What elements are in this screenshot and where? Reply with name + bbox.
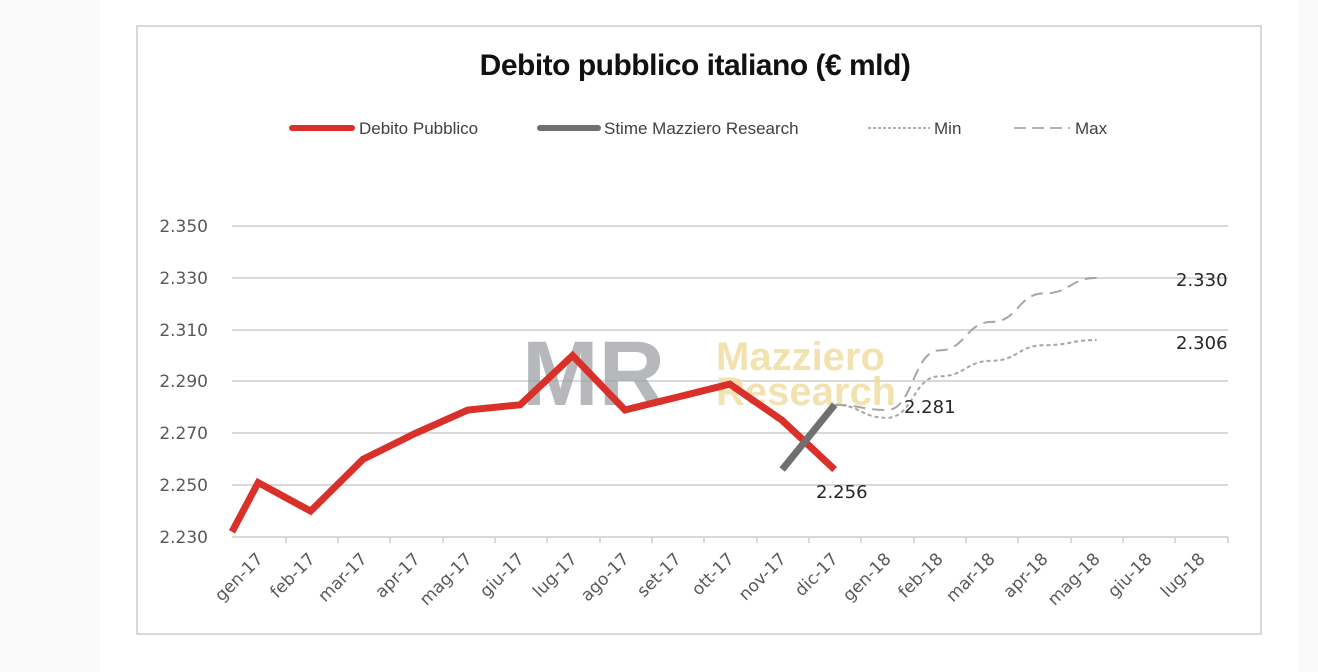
data-label-max-end: 2.330 <box>1176 270 1228 291</box>
y-tick-label: 2.230 <box>159 528 208 548</box>
y-tick-label: 2.250 <box>159 476 208 496</box>
watermark-line1: Mazziero <box>716 335 885 379</box>
x-tick-label: giu-17 <box>476 549 528 601</box>
series-stime-line <box>779 402 838 472</box>
x-tick-label: gen-17 <box>211 549 267 605</box>
x-tick-label: mar-18 <box>943 549 1000 606</box>
x-tick-label: set-17 <box>633 549 685 601</box>
legend-label-debito: Debito Pubblico <box>359 119 478 138</box>
legend-label-max: Max <box>1075 119 1108 138</box>
x-axis-ticks <box>285 537 1229 543</box>
data-label-dic17: 2.256 <box>816 482 868 503</box>
y-tick-label: 2.330 <box>159 269 208 289</box>
x-tick-label: ago-17 <box>577 549 633 605</box>
legend-label-min: Min <box>934 119 961 138</box>
x-tick-label: giu-18 <box>1104 549 1156 601</box>
series-debito-pubblico-line <box>228 350 837 534</box>
x-tick-label: lug-17 <box>529 549 581 601</box>
watermark: MR Mazziero Research <box>522 323 896 425</box>
x-tick-label: gen-18 <box>839 549 895 605</box>
series-min-line <box>834 339 1097 419</box>
x-tick-label: dic-17 <box>791 549 842 600</box>
y-tick-label: 2.270 <box>159 424 208 444</box>
y-axis: 2.350 2.330 2.310 2.290 2.270 2.250 2.23… <box>159 217 208 548</box>
y-tick-label: 2.350 <box>159 217 208 237</box>
x-tick-label: feb-17 <box>266 549 319 602</box>
x-tick-label: feb-18 <box>894 549 947 602</box>
x-tick-label: nov-17 <box>735 549 791 605</box>
x-tick-label: mag-18 <box>1044 549 1104 609</box>
x-tick-label: ott-17 <box>688 549 739 600</box>
gridlines <box>232 225 1228 538</box>
x-tick-label: mar-17 <box>315 549 372 606</box>
y-tick-label: 2.290 <box>159 372 208 392</box>
chart-title: Debito pubblico italiano (€ mld) <box>479 49 911 82</box>
y-tick-label: 2.310 <box>159 321 208 341</box>
data-label-min-end: 2.306 <box>1176 333 1228 354</box>
x-tick-label: mag-17 <box>416 549 476 609</box>
data-label-gen18: 2.281 <box>904 397 956 418</box>
legend-label-stime: Stime Mazziero Research <box>604 119 799 138</box>
x-axis-labels: gen-17 feb-17 mar-17 apr-17 mag-17 giu-1… <box>211 549 1209 609</box>
legend: Debito Pubblico Stime Mazziero Research … <box>289 119 1108 138</box>
x-tick-label: lug-18 <box>1157 549 1209 601</box>
